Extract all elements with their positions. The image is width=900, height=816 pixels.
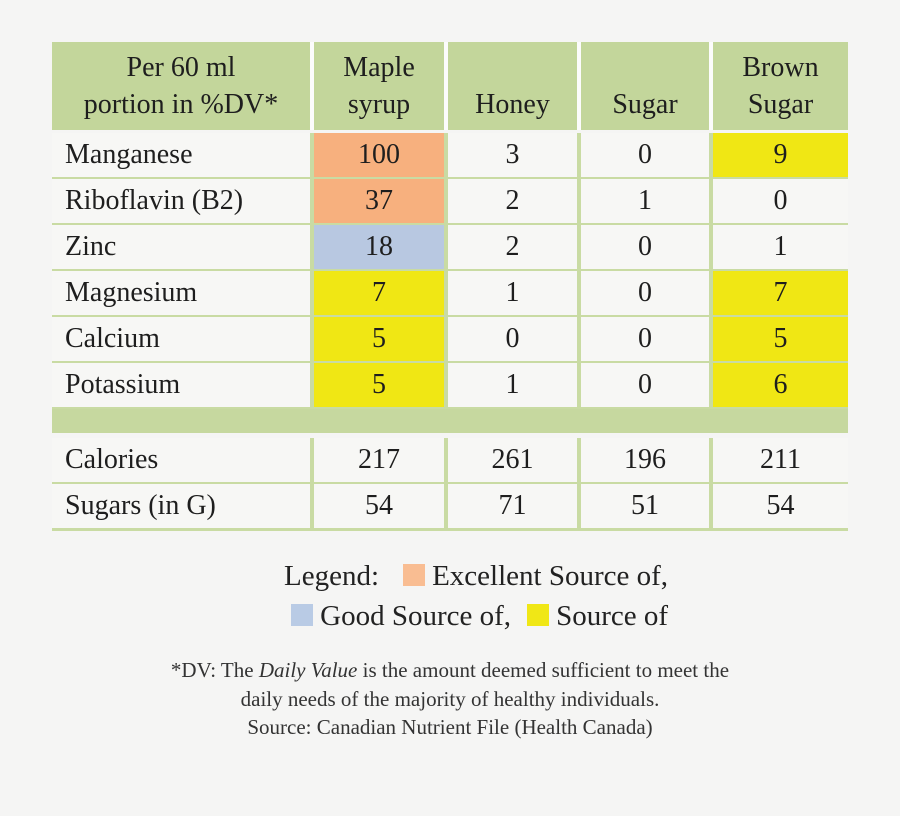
header-portion-line1: Per 60 ml bbox=[126, 52, 236, 83]
footnote-line-3: Source: Canadian Nutrient File (Health C… bbox=[247, 715, 653, 739]
value-cell: 211 bbox=[713, 438, 848, 482]
source-swatch-icon bbox=[527, 604, 550, 626]
value-cell: 196 bbox=[581, 438, 709, 482]
header-portion-line2: portion in %DV* bbox=[83, 89, 279, 120]
row-label: Potassium bbox=[52, 363, 310, 407]
value-cell: 54 bbox=[713, 484, 848, 528]
row-label: Manganese bbox=[52, 133, 310, 177]
legend: Legend: Excellent Source of, Good Source … bbox=[235, 556, 668, 636]
row-label: Riboflavin (B2) bbox=[52, 179, 310, 223]
footnote: *DV: The Daily Value is the amount deeme… bbox=[0, 656, 900, 742]
excellent-source-swatch-icon bbox=[403, 564, 426, 586]
value-cell: 100 bbox=[314, 133, 444, 177]
value-cell: 0 bbox=[581, 225, 709, 269]
value-cell: 54 bbox=[314, 484, 444, 528]
value-cell: 0 bbox=[581, 133, 709, 177]
table-row-magnesium: Magnesium 7 1 0 7 bbox=[52, 271, 848, 317]
legend-item-excellent: Excellent Source of, bbox=[432, 560, 668, 592]
value-cell: 71 bbox=[448, 484, 577, 528]
header-portion: Per 60 ml portion in %DV* bbox=[52, 42, 310, 130]
table-row-calcium: Calcium 5 0 0 5 bbox=[52, 317, 848, 363]
legend-item-source: Source of bbox=[556, 600, 668, 632]
table-row-potassium: Potassium 5 1 0 6 bbox=[52, 363, 848, 409]
value-cell: 1 bbox=[448, 363, 577, 407]
value-cell: 217 bbox=[314, 438, 444, 482]
value-cell: 51 bbox=[581, 484, 709, 528]
value-cell: 5 bbox=[314, 363, 444, 407]
value-cell: 3 bbox=[448, 133, 577, 177]
header-brown-sugar: Brown Sugar bbox=[713, 42, 848, 130]
nutrition-table: Per 60 ml portion in %DV* Maple syrup Ho… bbox=[52, 42, 848, 531]
footnote-text: *DV: The bbox=[170, 658, 259, 682]
table-row-calories: Calories 217 261 196 211 bbox=[52, 438, 848, 484]
value-cell: 6 bbox=[713, 363, 848, 407]
row-label: Zinc bbox=[52, 225, 310, 269]
legend-item-good: Good Source of, bbox=[320, 600, 512, 632]
value-cell: 1 bbox=[713, 225, 848, 269]
value-cell: 5 bbox=[713, 317, 848, 361]
header-maple-syrup: Maple syrup bbox=[314, 42, 444, 130]
footnote-line-2: daily needs of the majority of healthy i… bbox=[240, 686, 660, 711]
table-spacer-band bbox=[52, 409, 848, 433]
footnote-text: is the amount deemed sufficient to meet … bbox=[357, 658, 730, 682]
value-cell: 0 bbox=[713, 179, 848, 223]
row-label: Calcium bbox=[52, 317, 310, 361]
value-cell: 9 bbox=[713, 133, 848, 177]
value-cell: 0 bbox=[581, 363, 709, 407]
header-honey: Honey bbox=[448, 42, 577, 130]
value-cell: 2 bbox=[448, 225, 577, 269]
value-cell: 0 bbox=[581, 317, 709, 361]
value-cell: 0 bbox=[581, 271, 709, 315]
good-source-swatch-icon bbox=[291, 604, 314, 626]
header-sugar: Sugar bbox=[581, 42, 709, 130]
value-cell: 2 bbox=[448, 179, 577, 223]
value-cell: 37 bbox=[314, 179, 444, 223]
row-label: Calories bbox=[52, 438, 310, 482]
row-label: Sugars (in G) bbox=[52, 484, 310, 528]
table-row-sugars: Sugars (in G) 54 71 51 54 bbox=[52, 484, 848, 531]
footnote-italic-term: Daily Value bbox=[258, 658, 358, 682]
value-cell: 1 bbox=[581, 179, 709, 223]
value-cell: 7 bbox=[314, 271, 444, 315]
table-row-zinc: Zinc 18 2 0 1 bbox=[52, 225, 848, 271]
value-cell: 0 bbox=[448, 317, 577, 361]
table-header-row: Per 60 ml portion in %DV* Maple syrup Ho… bbox=[52, 42, 848, 130]
legend-label: Legend: bbox=[284, 560, 380, 592]
row-label: Magnesium bbox=[52, 271, 310, 315]
table-row-manganese: Manganese 100 3 0 9 bbox=[52, 133, 848, 179]
value-cell: 1 bbox=[448, 271, 577, 315]
value-cell: 261 bbox=[448, 438, 577, 482]
value-cell: 18 bbox=[314, 225, 444, 269]
value-cell: 5 bbox=[314, 317, 444, 361]
table-row-riboflavin: Riboflavin (B2) 37 2 1 0 bbox=[52, 179, 848, 225]
footnote-line-1: *DV: The Daily Value is the amount deeme… bbox=[0, 656, 900, 685]
value-cell: 7 bbox=[713, 271, 848, 315]
